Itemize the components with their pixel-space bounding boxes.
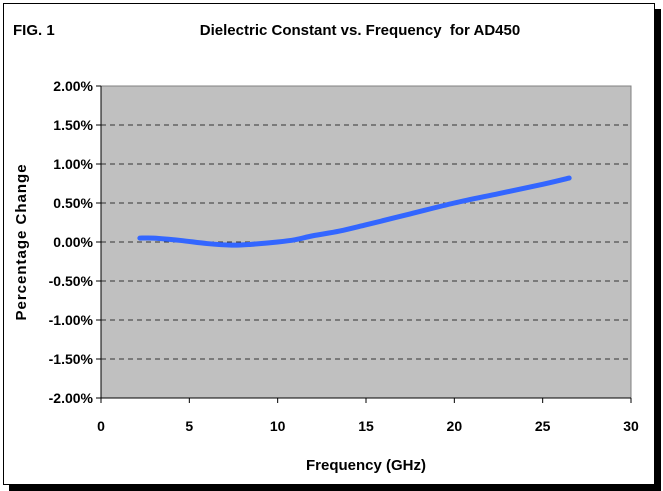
series-line-ad450: [137, 175, 572, 248]
y-tick-label: 0.50%: [53, 195, 93, 211]
x-axis-label: Frequency (GHz): [306, 457, 426, 474]
x-tick-label: 5: [185, 418, 193, 434]
y-tick-label: 1.50%: [53, 117, 93, 133]
y-tick-label: -1.50%: [49, 351, 94, 367]
y-tick-label: 0.00%: [53, 234, 93, 250]
y-tick-label: 1.00%: [53, 156, 93, 172]
y-tick-label: 2.00%: [53, 78, 93, 94]
x-tick-label: 0: [97, 418, 105, 434]
figure-label: FIG. 1: [13, 22, 55, 39]
y-tick-label: -0.50%: [49, 273, 94, 289]
x-tick-label: 30: [623, 418, 639, 434]
y-axis-label: Percentage Change: [13, 163, 30, 320]
x-tick-label: 20: [447, 418, 463, 434]
x-tick-label: 25: [535, 418, 551, 434]
x-tick-label: 10: [270, 418, 286, 434]
y-tick-label: -2.00%: [49, 390, 94, 406]
x-tick-label: 15: [358, 418, 374, 434]
chart-title: Dielectric Constant vs. Frequency for AD…: [200, 22, 520, 39]
y-tick-label: -1.00%: [49, 312, 94, 328]
